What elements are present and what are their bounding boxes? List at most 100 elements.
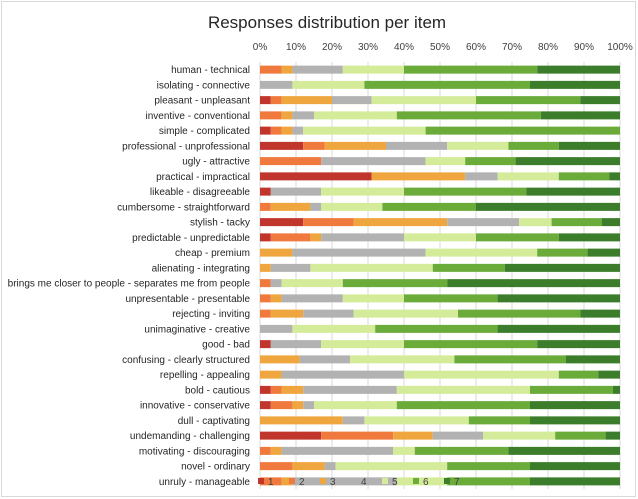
bar-segment — [454, 355, 566, 364]
bar-segment — [530, 80, 620, 89]
bar-segment — [281, 65, 293, 74]
category-label: cheap - premium — [175, 248, 250, 259]
bar-segment — [393, 446, 415, 455]
bar-segment — [447, 477, 530, 486]
bar-segment — [281, 279, 343, 288]
bar-segment — [587, 248, 620, 257]
bar-segment — [260, 80, 293, 89]
x-tick-label: 60% — [466, 42, 486, 53]
bar-segment — [425, 248, 538, 257]
bar-segment — [537, 248, 588, 257]
legend-swatch — [258, 478, 264, 484]
bar-segment — [364, 80, 530, 89]
bar-segment — [321, 187, 404, 196]
bar-segment — [260, 385, 271, 394]
bar-segment — [321, 340, 404, 349]
category-label: inventive - conventional — [145, 111, 250, 122]
bar-segment — [396, 111, 541, 120]
bar-segment — [353, 309, 458, 318]
bar-segment — [270, 96, 282, 105]
legend-swatch — [413, 478, 419, 484]
bar-segment — [551, 218, 602, 227]
category-label: pleasant - unpleasant — [154, 96, 250, 107]
bar-segment — [260, 172, 372, 181]
bar-segment — [303, 385, 397, 394]
bar-segment — [270, 309, 304, 318]
bar-segment — [303, 401, 314, 410]
bar-segment — [270, 279, 282, 288]
bar-segment — [396, 401, 530, 410]
x-tick-label: 70% — [502, 42, 522, 53]
legend-label: 4 — [361, 477, 367, 488]
bar-segment — [342, 294, 404, 303]
bar-segment — [260, 416, 343, 425]
bar-segment — [468, 416, 530, 425]
category-label: brings me closer to people - separates m… — [8, 279, 251, 290]
category-label: human - technical — [171, 65, 250, 76]
bar-segment — [310, 202, 322, 211]
bar-segment — [580, 309, 620, 318]
x-tick-label: 90% — [574, 42, 594, 53]
bar-segment — [303, 309, 354, 318]
category-label: unpresentable - presentable — [125, 294, 250, 305]
x-tick-label: 30% — [358, 42, 378, 53]
bar-segment — [519, 218, 552, 227]
bar-segment — [371, 96, 476, 105]
bar-segment — [270, 202, 311, 211]
legend-swatch — [351, 478, 357, 484]
bars — [260, 65, 620, 486]
bar-segment — [558, 172, 610, 181]
bar-segment — [314, 111, 397, 120]
bar-segment — [371, 172, 466, 181]
bar-segment — [270, 340, 322, 349]
bar-segment — [447, 218, 520, 227]
bar-segment — [281, 96, 332, 105]
bar-segment — [270, 294, 282, 303]
bar-segment — [404, 65, 538, 74]
bar-segment — [497, 324, 620, 333]
bar-segment — [281, 294, 343, 303]
bar-segment — [476, 96, 581, 105]
bar-segment — [602, 218, 620, 227]
legend-label: 2 — [299, 477, 305, 488]
bar-segment — [537, 65, 620, 74]
bar-segment — [270, 446, 282, 455]
bar-segment — [566, 355, 620, 364]
bar-segment — [580, 96, 620, 105]
legend-label: 1 — [268, 477, 274, 488]
category-label: alienating - integrating — [152, 263, 250, 274]
bar-segment — [260, 279, 271, 288]
x-tick-label: 20% — [322, 42, 342, 53]
bar-segment — [447, 141, 509, 150]
bar-segment — [260, 126, 271, 135]
bar-segment — [342, 416, 365, 425]
legend-swatch — [444, 478, 450, 484]
category-labels: human - technical isolating - connective p… — [8, 65, 251, 488]
bar-segment — [342, 65, 404, 74]
x-tick-label: 0% — [253, 42, 268, 53]
bar-segment — [260, 401, 271, 410]
category-label: novel - ordinary — [181, 462, 250, 473]
bar-segment — [515, 157, 620, 166]
bar-segment — [526, 187, 620, 196]
x-tick-label: 100% — [607, 42, 633, 53]
bar-segment — [260, 324, 293, 333]
bar-segment — [447, 462, 530, 471]
legend-label: 6 — [423, 477, 429, 488]
bar-segment — [609, 172, 620, 181]
bar-segment — [310, 233, 322, 242]
bar-segment — [303, 218, 354, 227]
bar-segment — [483, 431, 556, 440]
legend-label: 5 — [392, 477, 398, 488]
bar-segment — [270, 401, 293, 410]
bar-segment — [260, 462, 293, 471]
bar-segment — [260, 477, 282, 486]
category-label: innovative - conservative — [140, 401, 250, 412]
bar-segment — [324, 462, 336, 471]
category-label: predictable - unpredictable — [132, 233, 250, 244]
bar-segment — [270, 263, 311, 272]
bar-segment — [404, 187, 527, 196]
bar-segment — [260, 111, 282, 120]
